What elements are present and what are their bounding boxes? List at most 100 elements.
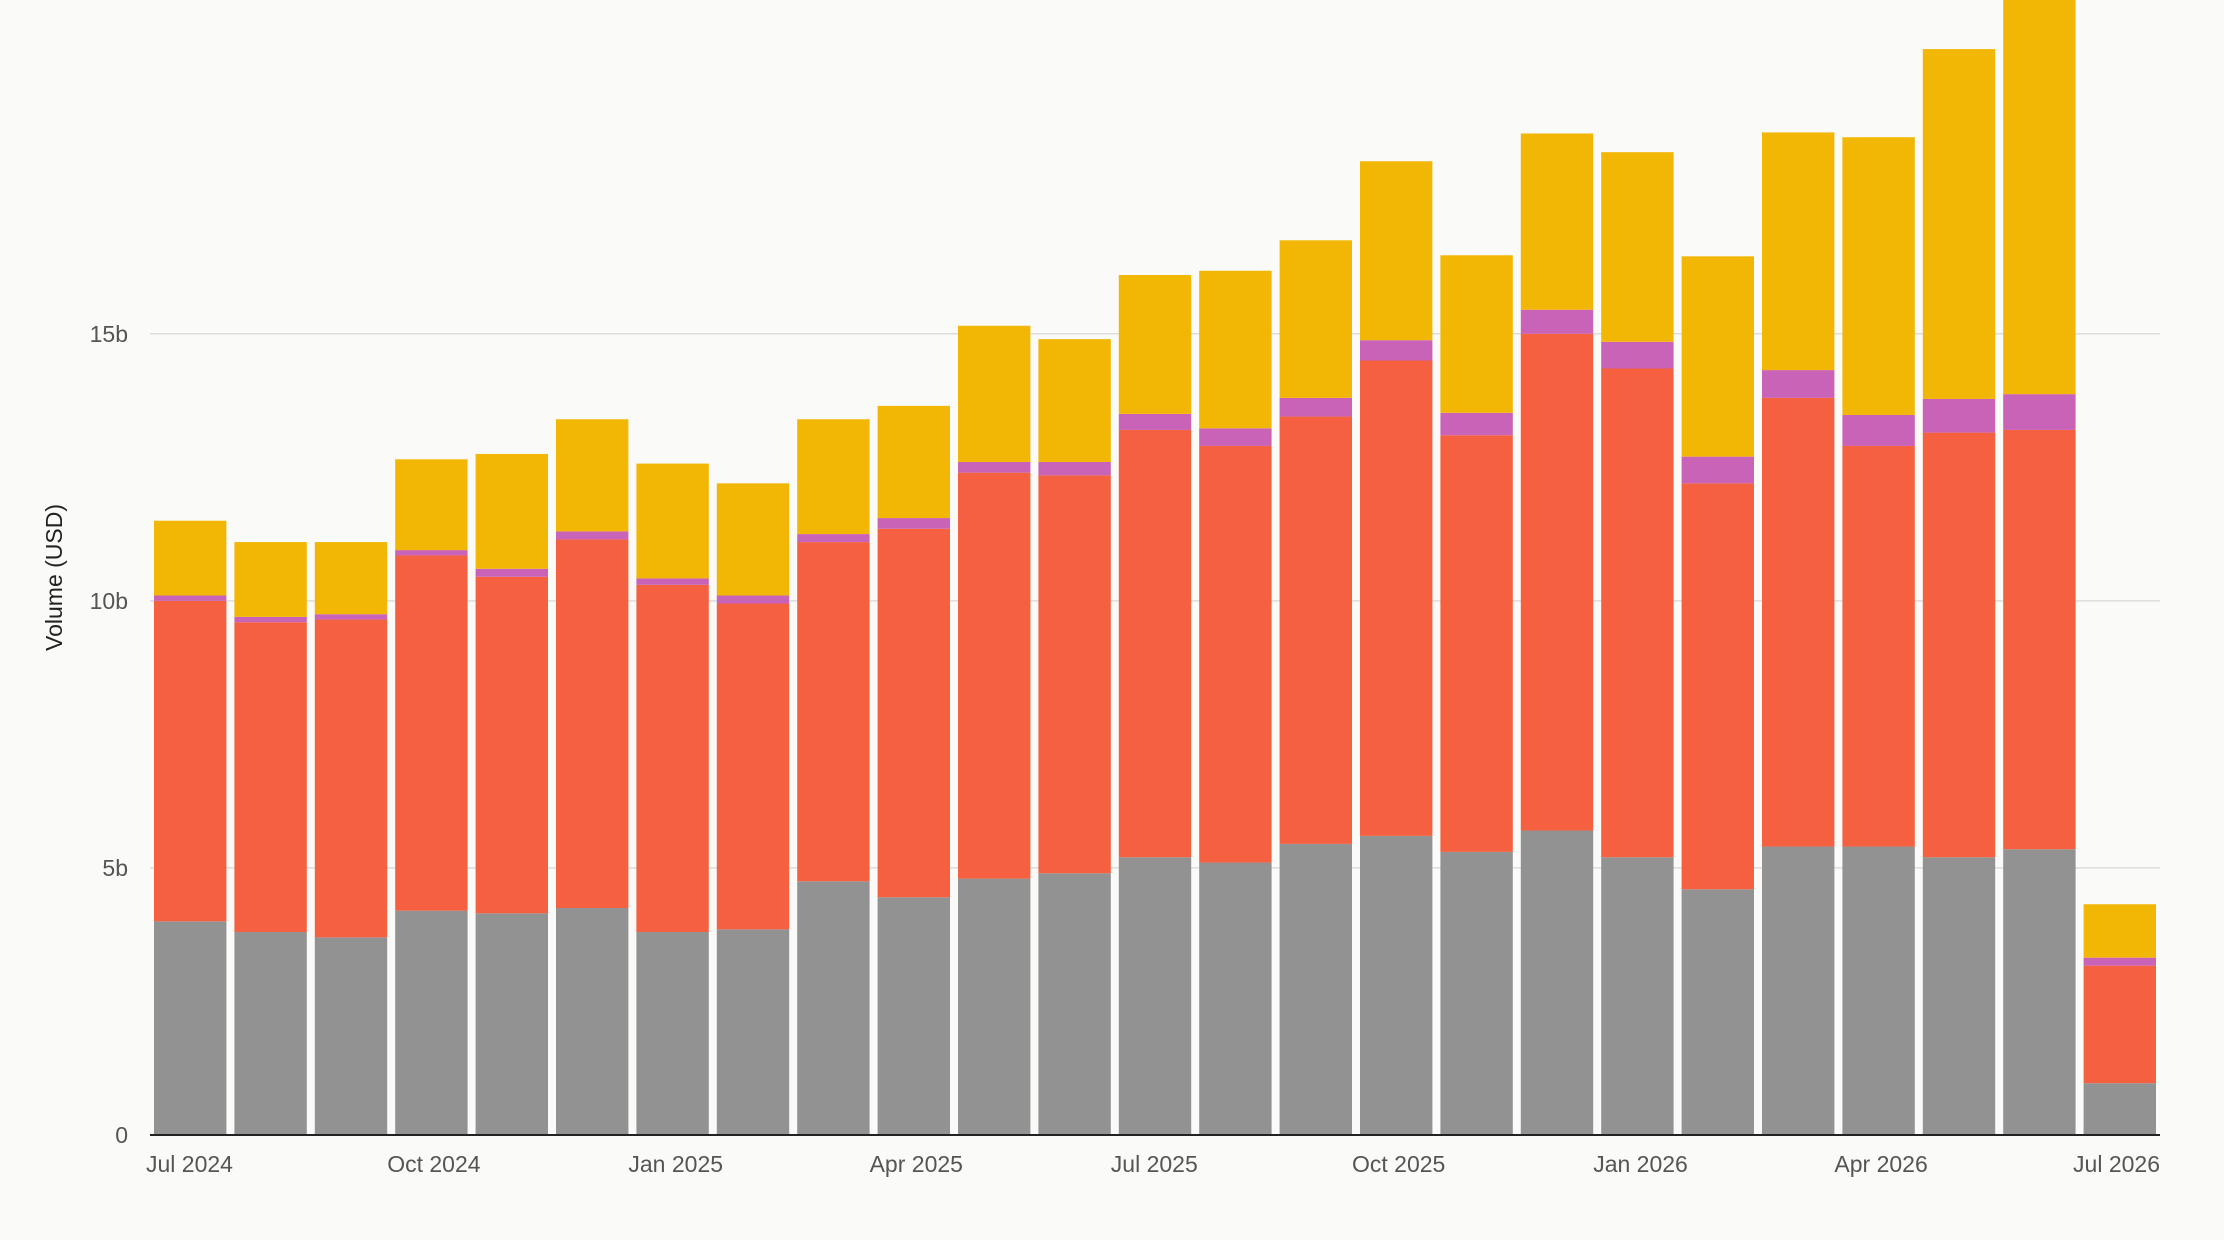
bar-segment-15-series-1 [1360, 360, 1433, 836]
bar-segment-11-series-0 [1038, 873, 1111, 1135]
bar-segment-10-series-2 [958, 461, 1031, 473]
bar-segment-14-series-1 [1279, 416, 1352, 844]
bar-segment-12-series-2 [1118, 413, 1192, 430]
bar-segment-8-series-2 [797, 534, 870, 543]
bar-segment-22-series-0 [1922, 857, 1996, 1135]
y-axis-ticks: 0 5b 10b 15b [90, 321, 128, 1148]
bar-segment-11-series-2 [1038, 461, 1111, 476]
bar-segment-1-series-3 [234, 542, 307, 617]
bar-segment-2-series-0 [314, 937, 388, 1135]
bar-segment-16-series-3 [1440, 255, 1513, 413]
bar-segment-9-series-3 [877, 405, 950, 519]
bar-segment-2-series-2 [314, 614, 388, 620]
bar-segment-3-series-2 [395, 550, 468, 556]
bar-segment-10-series-0 [958, 878, 1031, 1135]
bar-segment-23-series-0 [2003, 849, 2076, 1135]
bar-segment-18-series-0 [1601, 857, 1674, 1135]
bar-segment-4-series-3 [475, 453, 548, 569]
y-tick-label-15b: 15b [90, 321, 128, 347]
bar-segment-0-series-0 [154, 921, 227, 1135]
x-tick-label-oct-2025: Oct 2025 [1352, 1151, 1445, 1177]
bar-segment-23-series-1 [2003, 429, 2076, 850]
x-tick-label-jul-2025: Jul 2025 [1111, 1151, 1198, 1177]
bar-segment-3-series-0 [395, 910, 468, 1135]
bar-segment-22-series-3 [1922, 49, 1996, 399]
x-tick-label-jan-2025: Jan 2025 [628, 1151, 723, 1177]
bar-segment-24-series-0 [2083, 1083, 2156, 1135]
bar-segment-12-series-1 [1118, 429, 1192, 858]
bar-segment-17-series-3 [1520, 133, 1594, 310]
bar-segment-24-series-1 [2083, 965, 2156, 1084]
x-tick-label-apr-2026: Apr 2026 [1834, 1151, 1927, 1177]
bar-segment-10-series-1 [958, 472, 1031, 879]
bar-segment-0-series-3 [154, 520, 227, 596]
bar-segment-12-series-3 [1118, 275, 1192, 414]
bar-segment-1-series-2 [234, 616, 307, 623]
bar-segment-17-series-2 [1520, 309, 1594, 334]
bar-segment-10-series-3 [958, 325, 1031, 462]
bar-segment-16-series-1 [1440, 435, 1513, 852]
bar-segment-7-series-0 [716, 929, 790, 1135]
bar-segment-6-series-2 [636, 578, 709, 585]
bar-segment-0-series-1 [154, 600, 227, 922]
bar-segment-13-series-2 [1199, 428, 1272, 446]
bars [154, 0, 2156, 1135]
bar-segment-20-series-1 [1762, 397, 1835, 847]
bar-segment-12-series-0 [1118, 857, 1192, 1135]
bar-segment-17-series-0 [1520, 830, 1594, 1135]
bar-segment-22-series-2 [1922, 398, 1996, 433]
bar-segment-15-series-2 [1360, 340, 1433, 361]
bar-segment-5-series-0 [556, 907, 629, 1135]
bar-segment-1-series-0 [234, 932, 307, 1135]
x-tick-label-jan-2026: Jan 2026 [1593, 1151, 1688, 1177]
x-tick-label-oct-2024: Oct 2024 [387, 1151, 481, 1177]
bar-segment-11-series-1 [1038, 475, 1111, 874]
bar-segment-14-series-3 [1279, 240, 1352, 398]
bar-segment-4-series-0 [475, 913, 548, 1135]
bar-segment-8-series-0 [797, 881, 870, 1135]
bar-segment-5-series-2 [556, 531, 629, 540]
bar-segment-18-series-2 [1601, 341, 1674, 369]
bar-segment-24-series-2 [2083, 957, 2156, 966]
bar-segment-3-series-3 [395, 459, 468, 551]
bar-segment-21-series-0 [1842, 846, 1915, 1135]
x-tick-label-jul-2026: Jul 2026 [2073, 1151, 2160, 1177]
y-tick-label-10b: 10b [90, 588, 128, 614]
bar-segment-6-series-0 [636, 932, 709, 1135]
bar-segment-11-series-3 [1038, 339, 1111, 462]
bar-segment-5-series-3 [556, 419, 629, 532]
bar-segment-16-series-2 [1440, 412, 1513, 436]
bar-segment-19-series-0 [1681, 889, 1754, 1135]
bar-segment-20-series-0 [1762, 846, 1835, 1135]
bar-segment-6-series-3 [636, 463, 709, 579]
bar-segment-4-series-2 [475, 568, 548, 577]
bar-segment-23-series-3 [2003, 0, 2076, 395]
bar-segment-13-series-1 [1199, 445, 1272, 863]
y-axis-title: Volume (USD) [41, 504, 67, 651]
bar-segment-13-series-3 [1199, 270, 1272, 429]
bar-segment-0-series-2 [154, 595, 227, 601]
bar-segment-5-series-1 [556, 539, 629, 908]
x-tick-label-jul-2024: Jul 2024 [146, 1151, 233, 1177]
bar-segment-19-series-1 [1681, 483, 1754, 890]
bar-segment-9-series-0 [877, 897, 950, 1135]
bar-segment-21-series-1 [1842, 445, 1915, 847]
bar-segment-18-series-3 [1601, 152, 1674, 342]
bar-segment-8-series-1 [797, 542, 870, 882]
bar-segment-3-series-1 [395, 555, 468, 911]
bar-segment-19-series-3 [1681, 256, 1754, 457]
bar-segment-2-series-3 [314, 542, 388, 615]
bar-segment-9-series-1 [877, 528, 950, 898]
bar-segment-14-series-0 [1279, 843, 1352, 1135]
bar-segment-17-series-1 [1520, 333, 1594, 831]
x-axis-ticks: Jul 2024 Oct 2024 Jan 2025 Apr 2025 Jul 2025… [146, 1151, 2160, 1177]
bar-segment-15-series-0 [1360, 835, 1433, 1135]
y-tick-label-0: 0 [115, 1122, 128, 1148]
bar-segment-22-series-1 [1922, 432, 1996, 858]
bar-segment-20-series-3 [1762, 132, 1835, 371]
bar-segment-13-series-0 [1199, 862, 1272, 1135]
bar-segment-21-series-3 [1842, 137, 1915, 415]
bar-segment-21-series-2 [1842, 414, 1915, 446]
